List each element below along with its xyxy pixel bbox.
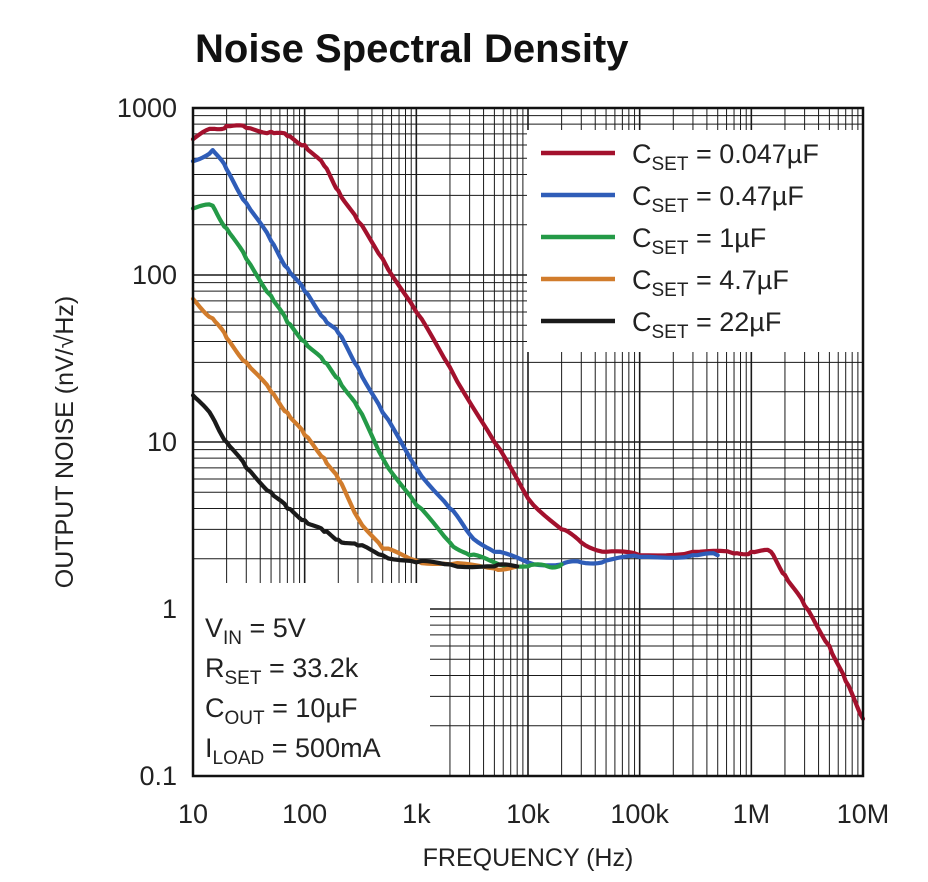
chart-title: Noise Spectral Density: [195, 27, 629, 71]
y-tick-label: 10: [147, 427, 177, 457]
condition-line-3: COUT = 10µF: [205, 693, 357, 729]
x-tick-label: 100: [282, 799, 327, 829]
y-tick-label: 0.1: [139, 761, 177, 791]
condition-line-1: VIN = 5V: [205, 613, 306, 649]
condition-line-2: RSET = 33.2k: [205, 653, 359, 689]
y-axis-label: OUTPUT NOISE (nV/√Hz): [51, 296, 79, 588]
x-tick-label: 1M: [733, 799, 771, 829]
series-line-2: [190, 148, 720, 568]
legend: CSET = 0.047µF CSET = 0.47µF CSET = 1µF CSE…: [541, 139, 819, 343]
legend-label-3: CSET = 1µF: [632, 223, 766, 259]
conditions-block: VIN = 5V RSET = 33.2k COUT = 10µF ILOAD = 5…: [205, 613, 381, 769]
x-tick-label: 10k: [506, 799, 550, 829]
y-tick-label: 1000: [117, 93, 177, 123]
series-line-3: [190, 202, 564, 570]
legend-label-5: CSET = 22µF: [632, 307, 781, 343]
legend-panel: [527, 130, 863, 352]
y-tick-label: 100: [132, 260, 177, 290]
conditions-panel: [193, 583, 430, 776]
legend-label-4: CSET = 4.7µF: [632, 265, 789, 301]
y-tick-label: 1: [162, 594, 177, 624]
x-tick-label: 1k: [402, 799, 431, 829]
x-tick-label: 100k: [610, 799, 669, 829]
series-line-5: [190, 393, 520, 570]
plot-frame: [191, 106, 865, 778]
condition-line-4: ILOAD = 500mA: [205, 733, 381, 769]
x-tick-label: 10: [178, 799, 208, 829]
curves: [190, 123, 866, 721]
tick-labels: 10 100 1k 10k 100k 1M 10M 0.1 1 10 100 1000: [117, 93, 889, 829]
series-line-1: [190, 123, 866, 721]
legend-label-1: CSET = 0.047µF: [632, 139, 819, 175]
x-axis-label: FREQUENCY (Hz): [423, 844, 634, 872]
legend-label-2: CSET = 0.47µF: [632, 181, 804, 217]
x-tick-label: 10M: [837, 799, 890, 829]
